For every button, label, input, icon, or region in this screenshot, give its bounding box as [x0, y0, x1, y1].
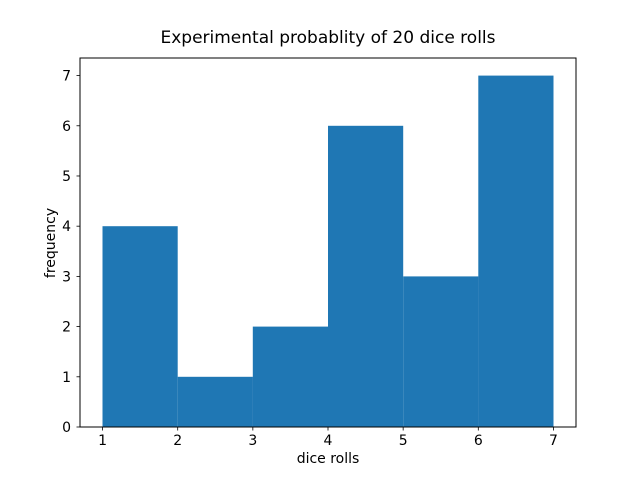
y-tick-label: 3 [62, 269, 71, 285]
y-tick-label: 2 [62, 320, 71, 336]
x-tick-label: 3 [248, 433, 257, 449]
x-tick-label: 4 [324, 433, 333, 449]
y-tick-label: 5 [62, 169, 71, 185]
y-tick-label: 0 [62, 420, 71, 436]
histogram-bar [177, 376, 253, 427]
x-tick-label: 5 [399, 433, 408, 449]
histogram-bar [328, 125, 404, 428]
x-tick-label: 2 [173, 433, 182, 449]
y-tick-label: 6 [62, 119, 71, 135]
y-axis-label: frequency [43, 207, 59, 279]
plot-border [79, 57, 577, 428]
y-tick-label: 7 [62, 69, 71, 85]
x-tick-label: 1 [98, 433, 107, 449]
histogram-bar [102, 226, 178, 427]
x-tick-label: 6 [474, 433, 483, 449]
histogram-bar [403, 276, 479, 427]
y-tick-label: 4 [62, 219, 71, 235]
x-tick-label: 7 [549, 433, 558, 449]
histogram-bar [478, 75, 554, 427]
x-axis-label: dice rolls [296, 451, 360, 467]
histogram-bar [252, 326, 328, 427]
y-tick-label: 1 [62, 370, 71, 386]
chart-title: Experimental probablity of 20 dice rolls [160, 28, 496, 48]
